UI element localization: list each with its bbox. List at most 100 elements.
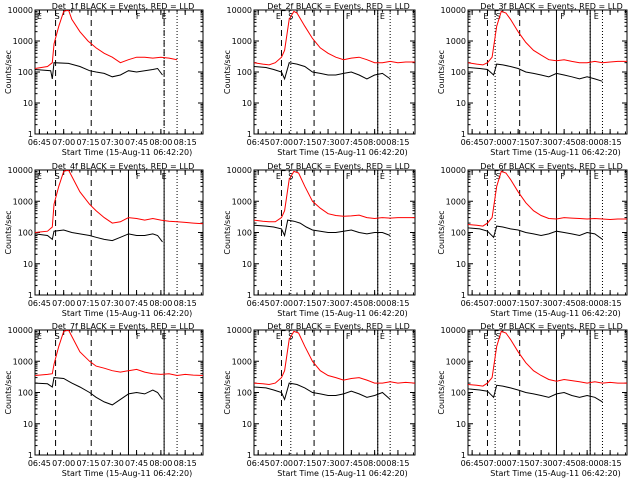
series-group <box>35 330 203 406</box>
y-axis-label: Counts/sec <box>4 210 13 254</box>
marker-letter: F <box>136 332 141 341</box>
plot-frame <box>34 9 204 135</box>
y-tick-label: 100 <box>237 229 252 238</box>
marker-letter: E <box>276 12 281 21</box>
marker-letter: E <box>37 172 42 181</box>
marker-letter: E <box>380 12 385 21</box>
x-tick-label: 07:30 <box>101 299 124 308</box>
x-tick-label: 07:15 <box>76 138 99 147</box>
y-tick-label: 10000 <box>8 326 33 335</box>
x-tick-label: 07:45 <box>340 299 363 308</box>
x-tick-label: 06:45 <box>461 138 484 147</box>
y-tick-label: 1 <box>247 451 252 460</box>
x-tick-label: 07:45 <box>553 138 576 147</box>
events-series-line <box>468 225 603 240</box>
x-tick-label: 07:15 <box>293 138 316 147</box>
x-tick-label: 07:15 <box>76 459 99 468</box>
y-axis-label: Counts/sec <box>437 210 446 254</box>
x-tick-label: 07:30 <box>317 459 340 468</box>
x-tick-label: 07:45 <box>125 299 148 308</box>
panel-4: Det_4f BLACK = Events, RED = LLD 1 10 100 10… <box>4 162 204 318</box>
marker-letter: F <box>136 172 141 181</box>
lld-series-line <box>35 10 178 69</box>
y-tick-label: 10000 <box>227 326 252 335</box>
x-tick-label: 08:15 <box>386 138 409 147</box>
marker-letter: E <box>380 332 385 341</box>
panel-title: Det_6f BLACK = Events, RED = LLD <box>480 162 623 171</box>
x-tick-label: 07:00 <box>52 299 75 308</box>
x-axis-label: Start Time (15-Aug-11 06:42:20) <box>62 148 193 157</box>
y-tick-label: 1 <box>28 130 33 139</box>
x-tick-label: 06:45 <box>28 138 51 147</box>
x-tick-label: 08:15 <box>599 138 622 147</box>
x-tick-label: 08:00 <box>363 459 386 468</box>
marker-letter: F <box>346 332 351 341</box>
y-tick-label: 10 <box>242 420 252 429</box>
series-group <box>468 330 627 403</box>
marker-lines <box>486 10 603 134</box>
marker-letter: F <box>346 172 351 181</box>
y-axis-label: Counts/sec <box>4 370 13 414</box>
y-tick-label: 1000 <box>13 357 33 366</box>
panel-title: Det_4f BLACK = Events, RED = LLD <box>52 162 195 171</box>
x-tick-label: 07:15 <box>507 138 530 147</box>
x-tick-label: 08:15 <box>174 138 197 147</box>
y-tick-label: 10 <box>242 99 252 108</box>
lld-series-line <box>468 330 627 387</box>
marker-lines <box>280 330 391 455</box>
y-tick-label: 1000 <box>446 197 466 206</box>
x-tick-label: 07:30 <box>101 459 124 468</box>
marker-letter: E <box>162 172 167 181</box>
panel-title: Det_9f BLACK = Events, RED = LLD <box>480 322 623 331</box>
lld-series-line <box>468 10 627 66</box>
marker-lines <box>486 330 603 455</box>
x-tick-label: 06:45 <box>247 459 270 468</box>
y-tick-label: 1000 <box>446 37 466 46</box>
lld-series-line <box>254 170 415 223</box>
series-group <box>254 170 415 238</box>
x-tick-label: 08:00 <box>363 299 386 308</box>
events-series-line <box>468 63 603 82</box>
y-axis-label: Counts/sec <box>4 50 13 94</box>
y-tick-label: 10 <box>23 260 33 269</box>
x-tick-label: 08:15 <box>386 459 409 468</box>
x-tick-label: 07:30 <box>530 138 553 147</box>
panel-title: Det_2f BLACK = Events, RED = LLD <box>267 2 410 11</box>
events-series-line <box>254 62 391 81</box>
y-tick-label: 10000 <box>441 6 466 15</box>
x-tick-label: 07:00 <box>52 459 75 468</box>
y-tick-label: 10000 <box>441 326 466 335</box>
marker-letter: F <box>560 172 565 181</box>
events-series-line <box>254 219 391 238</box>
x-tick-label: 06:45 <box>461 459 484 468</box>
x-tick-label: 08:15 <box>599 299 622 308</box>
marker-letter: S <box>496 332 501 341</box>
marker-letter: E <box>594 332 599 341</box>
series-group <box>468 170 627 240</box>
x-tick-label: 07:30 <box>530 299 553 308</box>
x-axis-label: Start Time (15-Aug-11 06:42:20) <box>277 469 408 478</box>
marker-lines <box>280 10 391 134</box>
lld-series-line <box>468 170 627 227</box>
marker-letter: F <box>560 332 565 341</box>
marker-lines <box>486 170 603 295</box>
y-axis-label: Counts/sec <box>223 210 232 254</box>
marker-letter: E <box>162 332 167 341</box>
x-tick-label: 08:00 <box>149 138 172 147</box>
x-axis-label: Start Time (15-Aug-11 06:42:20) <box>490 309 621 318</box>
x-tick-label: 07:30 <box>101 138 124 147</box>
y-tick-label: 10000 <box>227 6 252 15</box>
y-tick-label: 100 <box>451 389 466 398</box>
y-tick-label: 1 <box>461 291 466 300</box>
y-tick-label: 10 <box>456 420 466 429</box>
y-tick-label: 100 <box>237 68 252 77</box>
x-tick-label: 07:00 <box>270 138 293 147</box>
x-tick-label: 08:15 <box>599 459 622 468</box>
x-axis-label: Start Time (15-Aug-11 06:42:20) <box>490 148 621 157</box>
marker-letter: E <box>37 332 42 341</box>
lld-series-line <box>35 170 203 233</box>
x-tick-label: 06:45 <box>247 138 270 147</box>
x-tick-label: 07:15 <box>507 459 530 468</box>
y-axis-label: Counts/sec <box>437 50 446 94</box>
panel-7: Det_7f BLACK = Events, RED = LLD 1 10 100 10… <box>4 322 204 478</box>
